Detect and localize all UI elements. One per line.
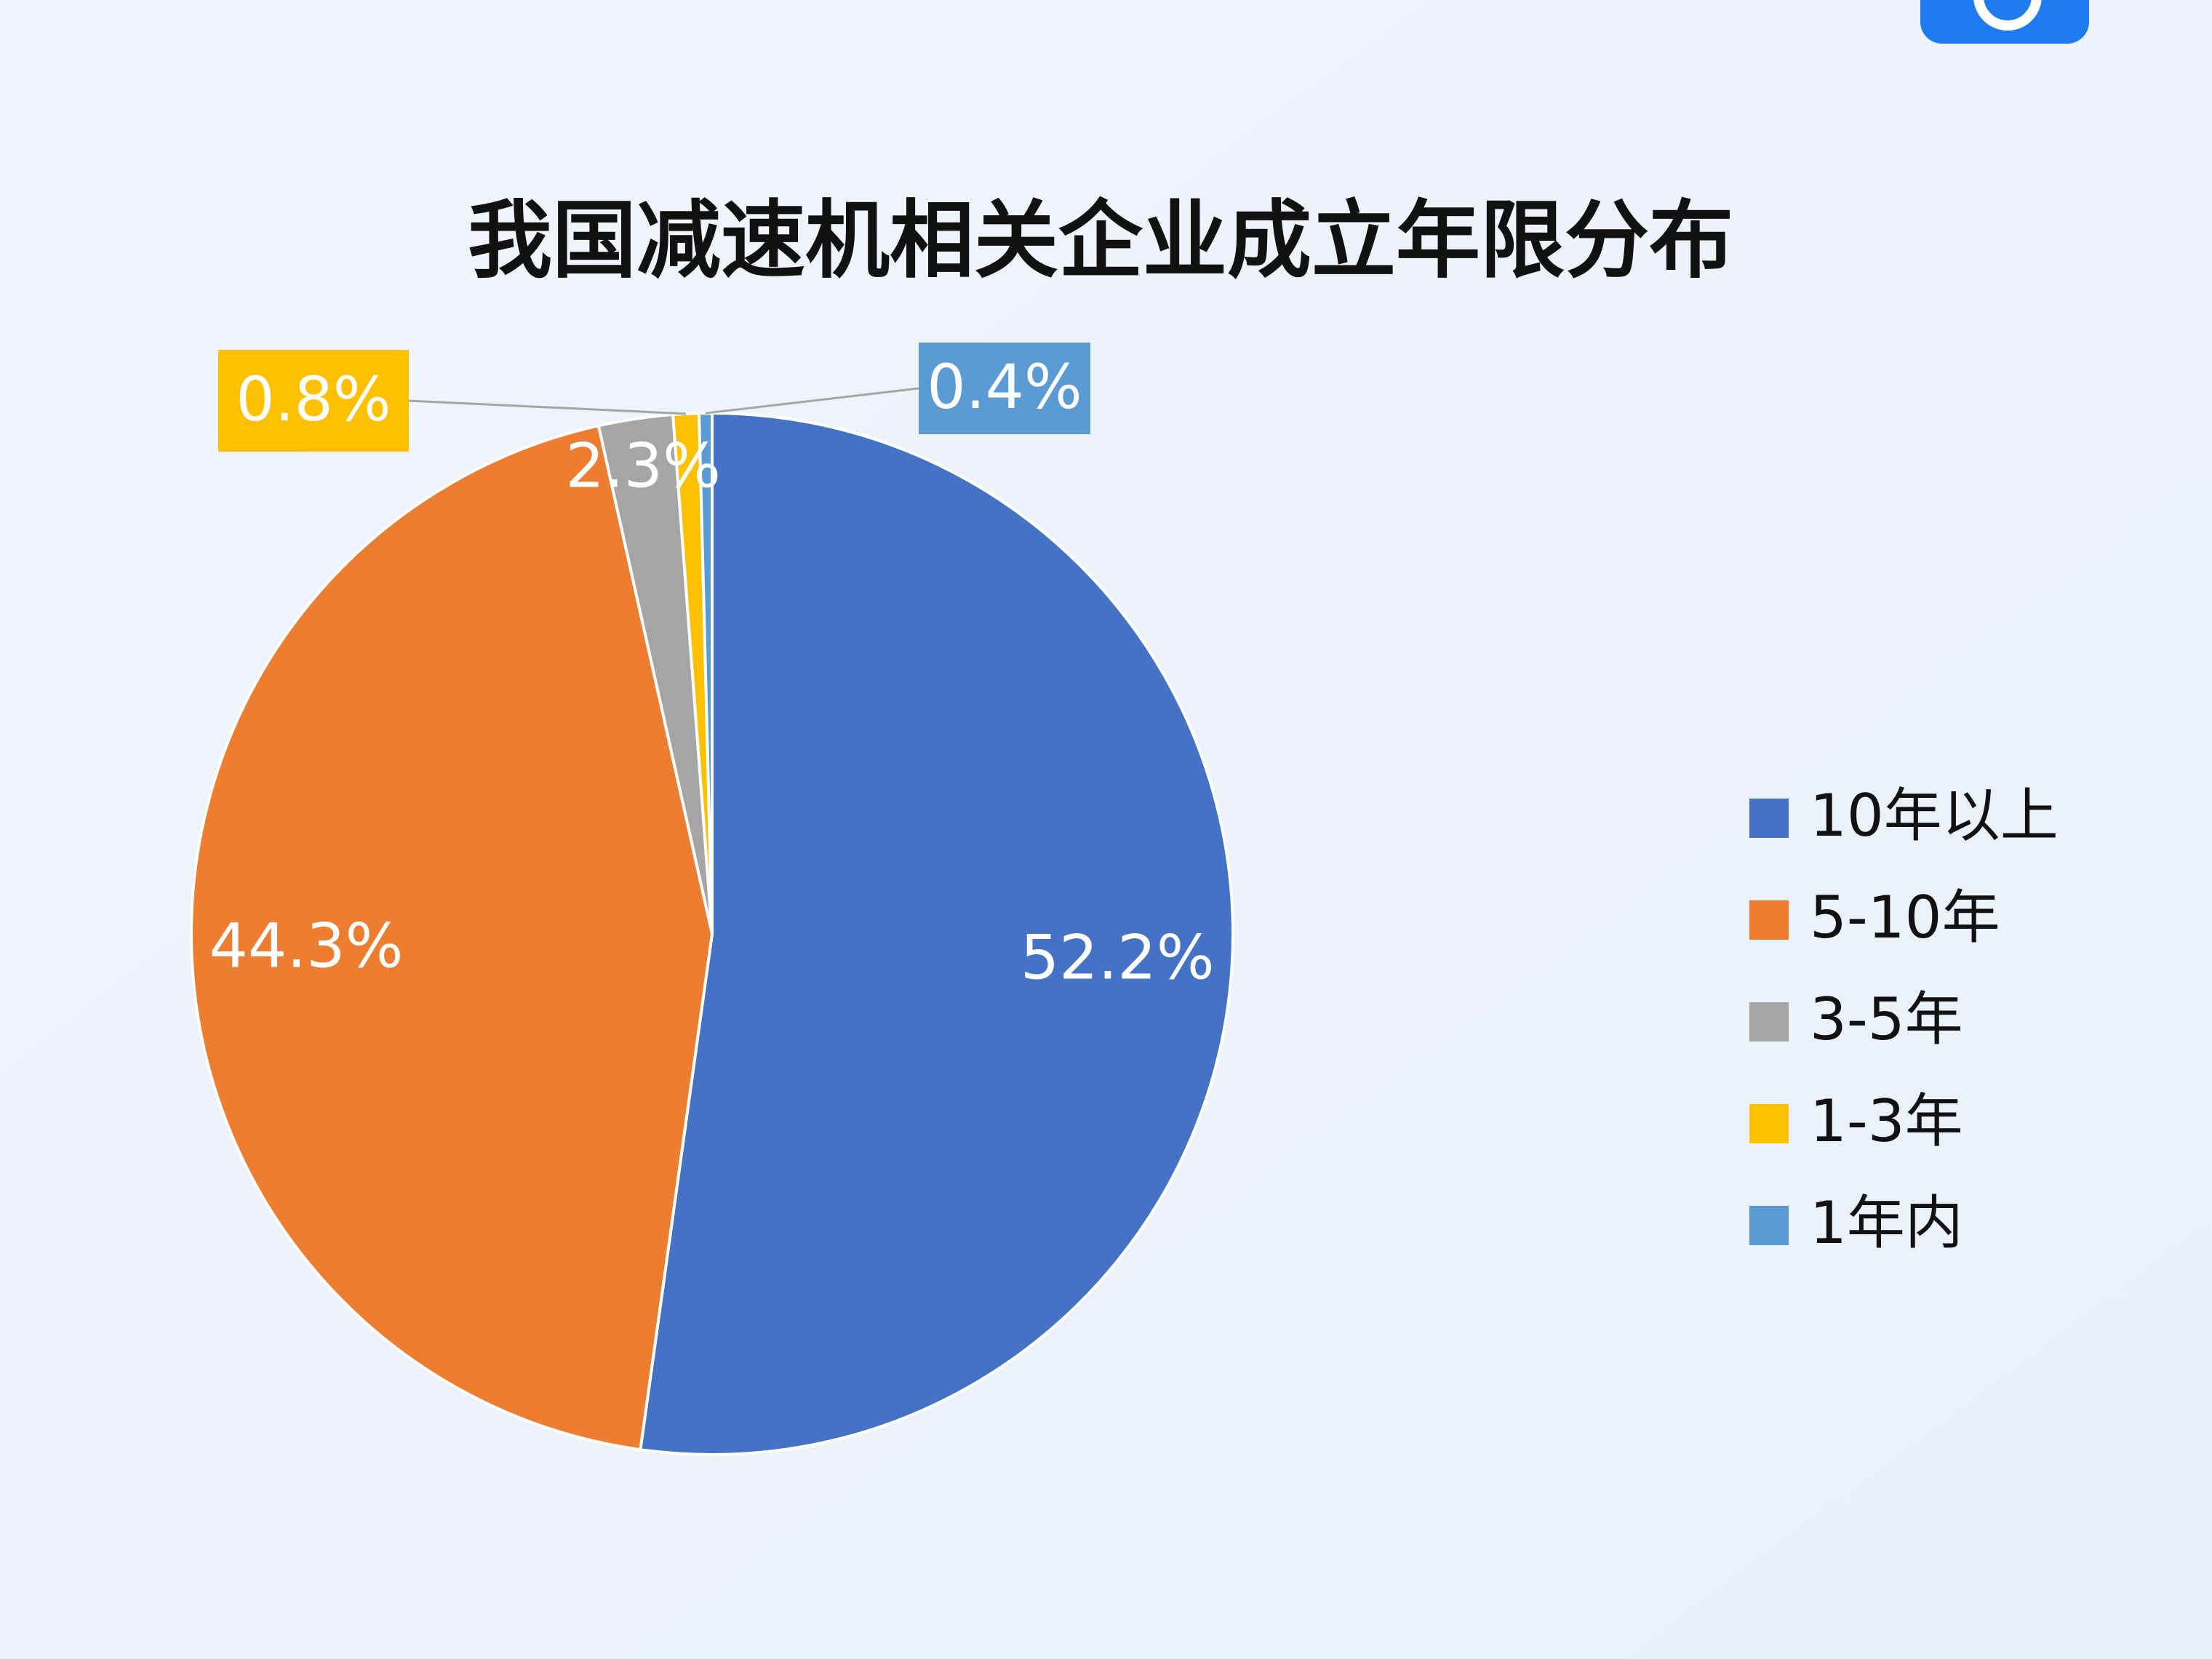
legend-label: 1-3年 — [1810, 1087, 1963, 1155]
data-labels: 52.2% 44.3% 2.3% 0.8% 0.4% — [209, 343, 1215, 994]
chart-title: 我国减速机相关企业成立年限分布 — [468, 192, 1733, 290]
data-label: 0.8% — [236, 364, 391, 435]
legend-label: 5-10年 — [1810, 884, 2000, 951]
data-label: 52.2% — [1021, 922, 1215, 994]
legend-swatch — [1749, 799, 1789, 838]
data-label: 2.3% — [565, 431, 720, 502]
legend-swatch — [1749, 1206, 1789, 1245]
logo-mark — [1973, 0, 2042, 31]
label-box — [218, 350, 409, 452]
legend-label: 10年以上 — [1810, 782, 2059, 850]
legend: 10年以上 5-10年 3-5年 1-3年 1年内 — [1749, 782, 2059, 1257]
legend-swatch — [1749, 900, 1789, 940]
legend-label: 1年内 — [1810, 1189, 1963, 1257]
pie — [190, 411, 1234, 1456]
leader-line — [705, 387, 919, 415]
label-box — [919, 343, 1090, 434]
legend-label: 3-5年 — [1810, 986, 1963, 1053]
legend-swatch — [1749, 1104, 1789, 1143]
data-label: 0.4% — [927, 351, 1082, 423]
data-label: 44.3% — [209, 911, 404, 982]
pie-slice — [190, 423, 714, 1452]
pie-slice — [639, 411, 1234, 1456]
leader-line — [408, 399, 687, 415]
legend-swatch — [1749, 1002, 1789, 1042]
